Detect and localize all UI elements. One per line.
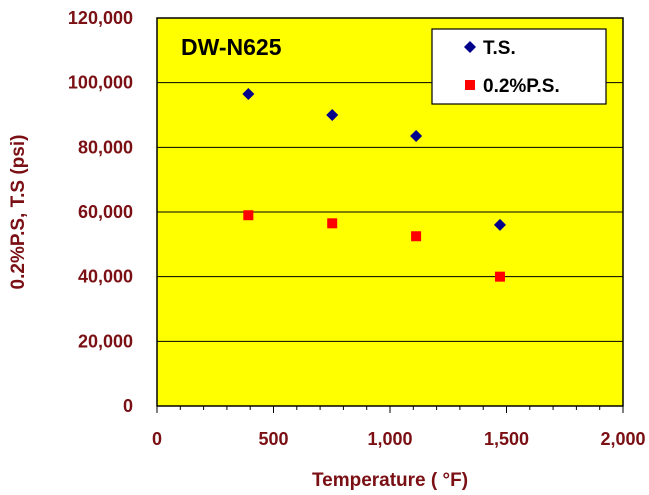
y-tick-label: 120,000 xyxy=(68,8,133,28)
x-tick-label: 0 xyxy=(152,429,162,449)
legend: T.S. 0.2%P.S. xyxy=(431,28,607,105)
ps-point xyxy=(411,231,422,242)
x-axis-ticks xyxy=(156,406,624,413)
x-tick-label: 500 xyxy=(258,429,288,449)
y-axis-tick-labels: 0 20,000 40,000 60,000 80,000 100,000 120,000 xyxy=(68,8,133,416)
chart-title: DW-N625 xyxy=(181,34,282,60)
ps-point xyxy=(243,210,254,221)
data-markers xyxy=(242,87,506,282)
legend-box xyxy=(431,28,607,105)
ts-point xyxy=(493,218,506,231)
legend-items: T.S. 0.2%P.S. xyxy=(464,38,560,97)
x-axis-title: Temperature ( °F) xyxy=(312,470,468,491)
x-tick-label: 2,000 xyxy=(600,429,645,449)
ts-point xyxy=(242,87,255,100)
legend-square-icon xyxy=(465,80,475,90)
ts-point xyxy=(326,109,339,121)
y-tick-label: 80,000 xyxy=(78,137,133,157)
y-tick-label: 40,000 xyxy=(78,267,133,287)
x-tick-label: 1,500 xyxy=(484,429,529,449)
legend-label: T.S. xyxy=(483,38,516,59)
ps-point xyxy=(327,218,338,229)
y-tick-label: 100,000 xyxy=(68,73,133,93)
legend-label: 0.2%P.S. xyxy=(483,76,560,97)
ts-point xyxy=(410,130,423,143)
y-tick-label: 20,000 xyxy=(78,331,133,351)
ps-point xyxy=(494,271,505,282)
y-tick-label: 0 xyxy=(123,396,133,416)
y-axis-title: 0.2%P.S, T.S (psi) xyxy=(8,135,29,290)
y-tick-label: 60,000 xyxy=(78,202,133,222)
x-axis-tick-labels: 0 500 1,000 1,500 2,000 xyxy=(152,429,646,449)
legend-diamond-icon xyxy=(464,41,476,53)
x-tick-label: 1,000 xyxy=(367,429,412,449)
